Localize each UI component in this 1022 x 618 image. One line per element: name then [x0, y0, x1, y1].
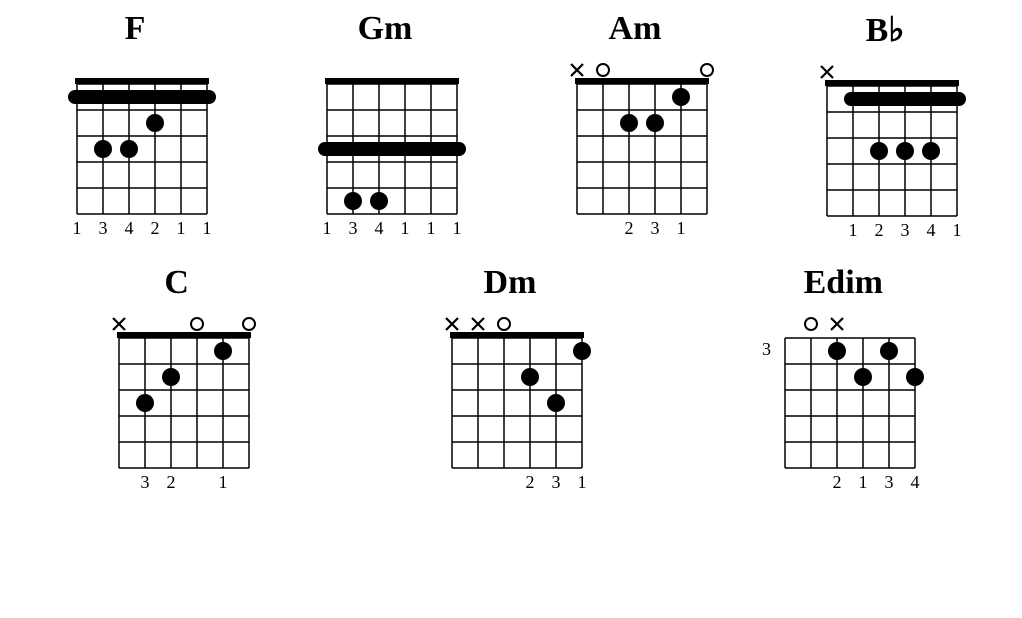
svg-text:1: 1 [203, 218, 212, 238]
svg-text:1: 1 [218, 472, 227, 492]
chord-diagram: 231 [547, 58, 723, 242]
svg-text:1: 1 [859, 472, 868, 492]
chord-diagram-wrap: 32134 [755, 312, 931, 496]
svg-text:2: 2 [625, 218, 634, 238]
chord-row: F134211Gm134111Am231B♭12341 [10, 10, 1010, 244]
chord-name: B♭ [866, 10, 905, 50]
chord-name: Gm [358, 10, 413, 48]
chord-diagram: 231 [422, 312, 598, 496]
svg-text:4: 4 [125, 218, 134, 238]
chord-row: C321Dm231Edim32134 [10, 264, 1010, 496]
chord-name: Am [609, 10, 662, 48]
svg-text:3: 3 [762, 339, 771, 359]
svg-text:2: 2 [151, 218, 160, 238]
chord: Edim32134 [755, 264, 931, 496]
chord-name: Dm [484, 264, 537, 302]
svg-text:1: 1 [677, 218, 686, 238]
svg-text:1: 1 [401, 218, 410, 238]
svg-text:4: 4 [911, 472, 920, 492]
svg-text:2: 2 [875, 220, 884, 240]
svg-text:4: 4 [375, 218, 384, 238]
chord-name: C [164, 264, 189, 302]
chord-name: Edim [804, 264, 883, 302]
svg-text:4: 4 [927, 220, 936, 240]
chord: C 32 1 [89, 264, 265, 496]
svg-text:1: 1 [453, 218, 462, 238]
svg-text:2: 2 [525, 472, 534, 492]
chord-sheet: F134211Gm134111Am231B♭12341C321Dm231Edim… [10, 10, 1010, 496]
svg-text:3: 3 [349, 218, 358, 238]
chord: Am 231 [547, 10, 723, 244]
chord-diagram: 134211 [47, 58, 223, 242]
svg-text:3: 3 [885, 472, 894, 492]
svg-text:2: 2 [833, 472, 842, 492]
chord: B♭12341 [797, 10, 973, 244]
svg-text:1: 1 [177, 218, 186, 238]
chord: Dm 231 [422, 264, 598, 496]
svg-text:3: 3 [140, 472, 149, 492]
chord-diagram: 12341 [797, 60, 973, 244]
svg-text:1: 1 [427, 218, 436, 238]
chord-diagram: 134111 [297, 58, 473, 242]
chord-diagram: 32134 [755, 312, 931, 496]
svg-text:3: 3 [99, 218, 108, 238]
svg-text:3: 3 [901, 220, 910, 240]
svg-text:3: 3 [651, 218, 660, 238]
chord-diagram-wrap: 231 [547, 58, 723, 242]
svg-text:1: 1 [73, 218, 82, 238]
chord-diagram-wrap: 134211 [47, 58, 223, 242]
chord: Gm134111 [297, 10, 473, 244]
svg-text:2: 2 [166, 472, 175, 492]
svg-text:1: 1 [953, 220, 962, 240]
chord-diagram-wrap: 32 1 [89, 312, 265, 496]
svg-text:1: 1 [577, 472, 586, 492]
chord: F134211 [47, 10, 223, 244]
chord-diagram-wrap: 231 [422, 312, 598, 496]
chord-diagram: 32 1 [89, 312, 265, 496]
svg-text:1: 1 [323, 218, 332, 238]
chord-name: F [125, 10, 146, 48]
svg-text:1: 1 [849, 220, 858, 240]
chord-diagram-wrap: 134111 [297, 58, 473, 242]
chord-diagram-wrap: 12341 [797, 60, 973, 244]
svg-text:3: 3 [551, 472, 560, 492]
